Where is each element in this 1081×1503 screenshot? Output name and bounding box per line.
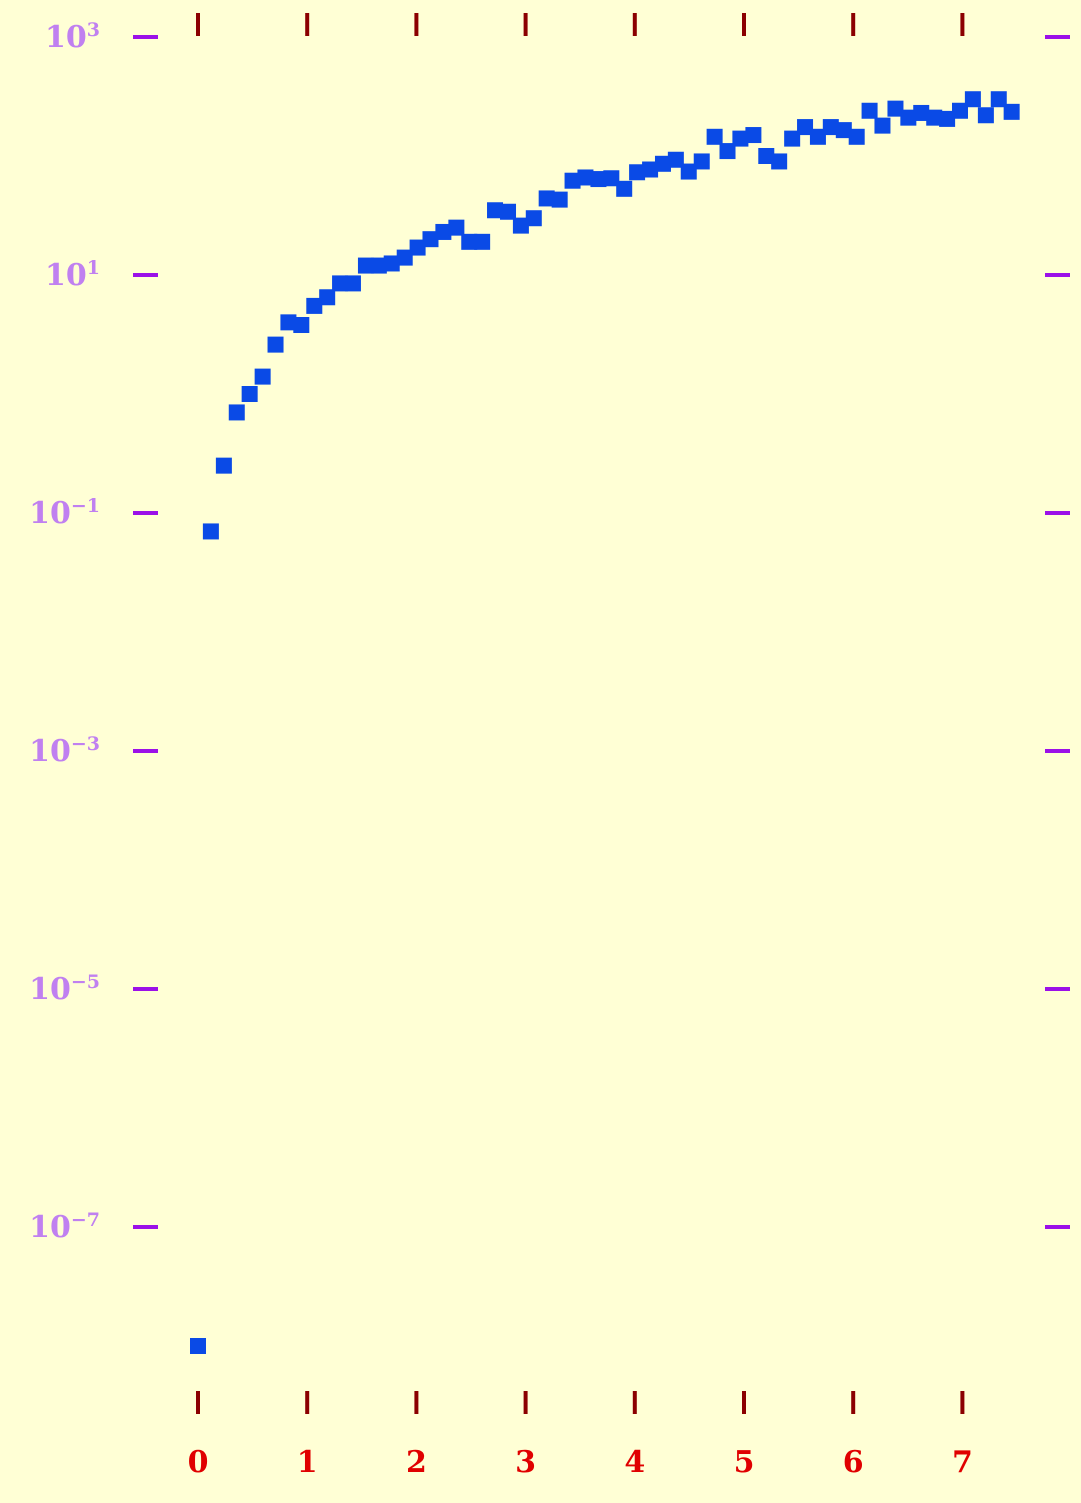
data-point <box>693 153 710 170</box>
data-point <box>835 122 852 139</box>
data-point <box>344 275 361 292</box>
x-tick-label: 7 <box>952 1445 973 1480</box>
data-point <box>396 249 413 266</box>
y-tick-label-base: 10 <box>29 1210 71 1245</box>
y-tick-label-exponent: 1 <box>87 257 100 279</box>
y-tick-label: 10−1 <box>29 495 100 531</box>
data-point <box>190 1338 206 1354</box>
data-point <box>448 219 465 236</box>
x-tick-label: 0 <box>188 1445 209 1480</box>
data-point <box>461 233 478 250</box>
data-point <box>719 143 736 160</box>
data-point <box>926 109 943 126</box>
data-point <box>874 117 891 134</box>
data-point <box>512 217 529 234</box>
data-point <box>861 102 878 119</box>
data-point <box>732 130 749 147</box>
data-point <box>280 314 297 331</box>
data-point <box>435 223 452 240</box>
data-point <box>848 128 865 145</box>
y-tick-label-exponent: −3 <box>71 733 100 755</box>
y-tick-label-exponent: −5 <box>71 971 100 993</box>
data-point <box>706 128 723 145</box>
data-point <box>383 255 400 272</box>
data-point <box>564 172 581 189</box>
data-point <box>551 191 568 208</box>
y-tick-label: 10−7 <box>29 1209 100 1245</box>
data-point <box>887 100 904 117</box>
data-point <box>422 231 439 248</box>
data-point <box>525 210 542 227</box>
x-tick-label: 4 <box>624 1445 645 1480</box>
x-tick-label: 5 <box>734 1445 755 1480</box>
data-point <box>370 257 387 274</box>
data-point <box>590 171 607 188</box>
data-point <box>319 289 336 306</box>
data-point <box>1003 103 1020 120</box>
y-tick-label-base: 10 <box>45 258 87 293</box>
y-tick-label-base: 10 <box>29 734 71 769</box>
data-point <box>616 180 633 197</box>
data-point <box>771 153 788 170</box>
x-tick-label: 2 <box>406 1445 427 1480</box>
data-series <box>190 91 1020 1354</box>
data-point <box>357 257 374 274</box>
data-point <box>241 386 258 402</box>
x-axis-bottom: 0 1 2 3 4 5 6 7 <box>188 1391 973 1480</box>
data-point <box>822 119 839 136</box>
x-tick-label: 6 <box>843 1445 864 1480</box>
data-point <box>538 190 555 207</box>
data-point <box>758 148 775 164</box>
y-tick-label-base: 10 <box>29 496 71 531</box>
data-point <box>603 170 620 187</box>
y-tick-label: 101 <box>45 257 100 293</box>
data-point <box>215 457 232 474</box>
x-axis-top <box>196 13 965 36</box>
y-tick-label-exponent: 3 <box>87 19 100 41</box>
y-tick-label-exponent: −1 <box>71 495 100 517</box>
data-point <box>939 110 956 127</box>
data-point <box>913 104 930 121</box>
x-tick-label: 3 <box>515 1445 536 1480</box>
data-point <box>487 202 504 219</box>
y-tick-label: 10−3 <box>29 733 100 769</box>
y-tick-label-exponent: −7 <box>71 1209 100 1231</box>
y-axis-right <box>1045 35 1070 1229</box>
y-tick-label: 10−5 <box>29 971 100 1007</box>
data-point <box>332 275 349 292</box>
y-tick-label: 103 <box>45 19 100 55</box>
data-point <box>500 203 517 220</box>
data-point <box>951 102 968 119</box>
data-point <box>202 523 219 540</box>
y-tick-label-base: 10 <box>45 20 87 55</box>
data-point <box>654 155 671 172</box>
data-point <box>797 119 814 136</box>
data-point <box>629 164 646 181</box>
data-point <box>267 336 284 353</box>
data-point <box>228 404 245 421</box>
data-point <box>977 107 994 124</box>
x-tick-label: 1 <box>297 1445 318 1480</box>
data-point <box>409 239 426 256</box>
data-point <box>990 91 1007 108</box>
data-point <box>577 169 594 186</box>
data-point <box>306 297 323 314</box>
data-point <box>254 368 271 385</box>
data-point <box>964 91 981 108</box>
data-point <box>745 127 762 144</box>
data-point <box>900 109 917 126</box>
data-point <box>680 163 697 180</box>
y-tick-label-base: 10 <box>29 972 71 1007</box>
data-point <box>784 130 801 147</box>
data-point <box>642 161 659 178</box>
data-point <box>809 128 826 145</box>
data-point <box>293 317 310 334</box>
data-point <box>667 151 684 168</box>
data-point <box>474 233 491 250</box>
